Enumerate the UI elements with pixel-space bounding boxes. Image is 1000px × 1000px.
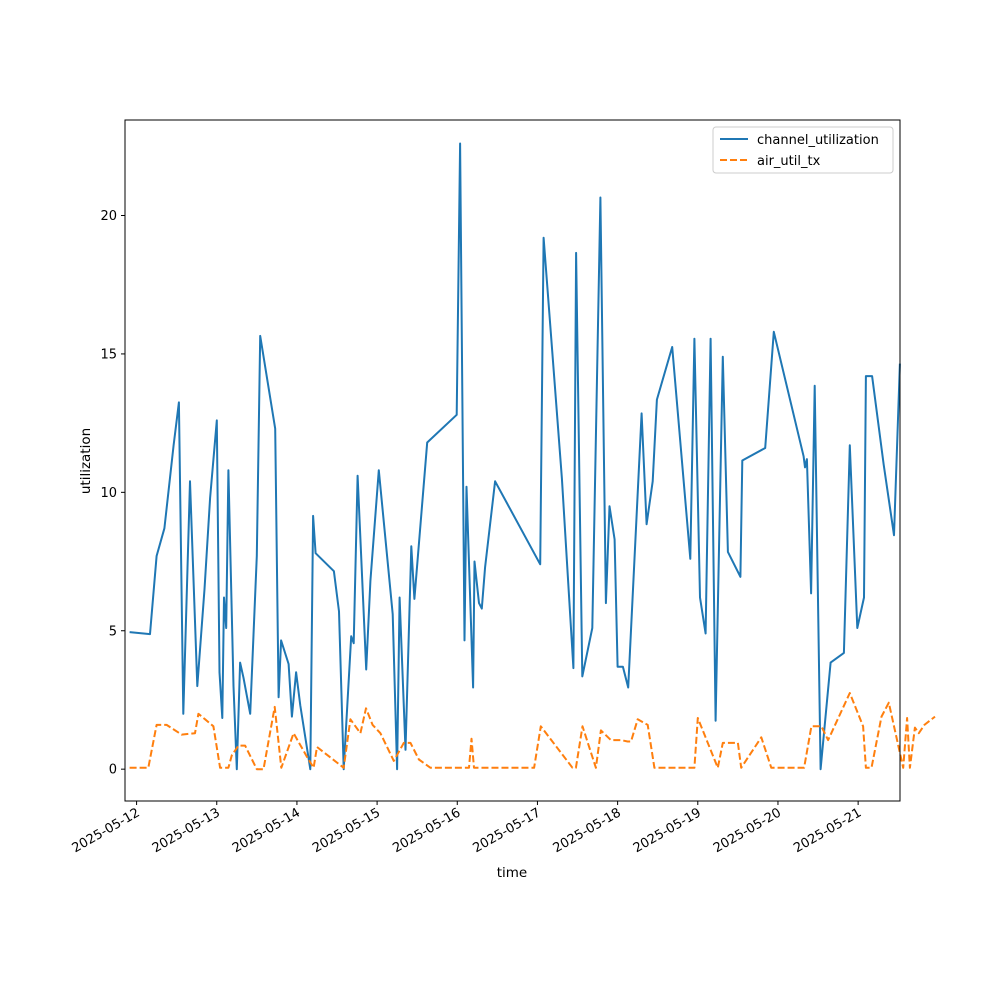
y-tick-label: 5 bbox=[109, 624, 117, 639]
series-layer bbox=[129, 142, 936, 771]
legend-label-air-util-tx: air_util_tx bbox=[757, 154, 821, 169]
y-tick-label: 0 bbox=[109, 763, 117, 778]
x-axis-label: time bbox=[497, 865, 528, 881]
y-axis-label: utilization bbox=[78, 428, 94, 494]
y-axis-ticks: 0 5 10 15 20 bbox=[100, 209, 125, 778]
plot-frame bbox=[124, 119, 901, 802]
series-line-channel-utilization bbox=[129, 142, 901, 771]
legend: channel_utilization air_util_tx bbox=[712, 126, 894, 174]
y-tick-label: 10 bbox=[100, 486, 117, 501]
legend-label-channel-utilization: channel_utilization bbox=[757, 133, 879, 148]
series-line-air-util-tx bbox=[129, 692, 936, 771]
y-tick-label: 20 bbox=[100, 209, 117, 224]
y-tick-label: 15 bbox=[100, 347, 117, 362]
legend-box bbox=[712, 126, 894, 174]
